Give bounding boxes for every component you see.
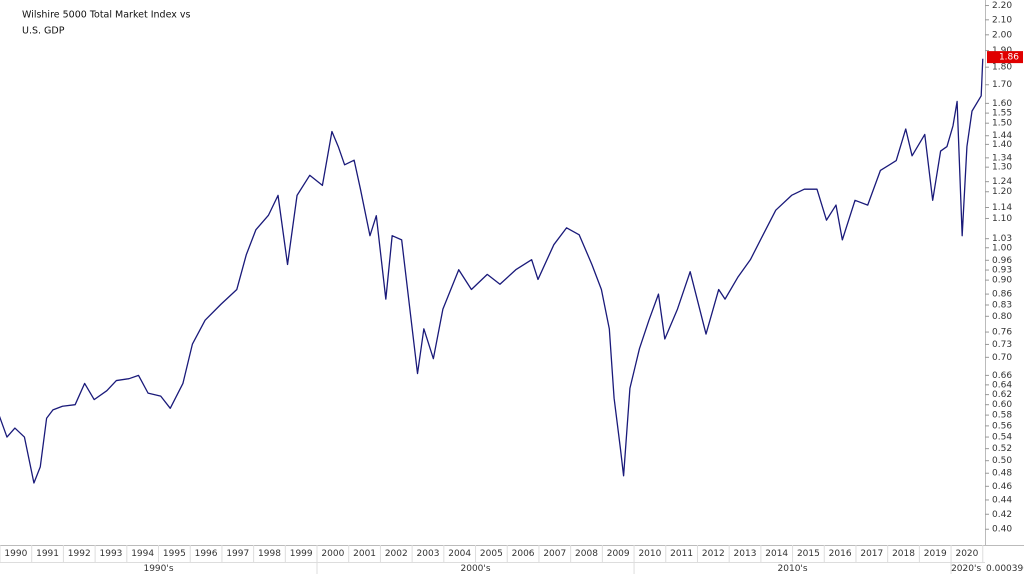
y-tick-label: 1.24: [992, 177, 1012, 187]
y-axis: 2.20 2.10 2.00 1.90 1.80 1.70 1.601.551.50 1.44…: [985, 1, 1024, 574]
y-tick-label: 1.34: [992, 153, 1012, 163]
y-tick-label: 2.20: [992, 1, 1012, 11]
chart-title: Wilshire 5000 Total Market Index vs: [22, 10, 191, 21]
decade-label: 1990's: [143, 564, 173, 574]
y-tick-label: 1.90: [992, 46, 1012, 56]
series-line: [0, 58, 984, 484]
x-tick-label: 1997: [226, 549, 249, 559]
y-tick-label: 0.66: [992, 371, 1012, 381]
y-tick-label: 2.10: [992, 15, 1012, 25]
x-tick-label: 2003: [417, 549, 440, 559]
y-tick-label: 1.30: [992, 163, 1012, 173]
x-tick-label: 1992: [68, 549, 91, 559]
x-tick-label: 2017: [860, 549, 883, 559]
y-tick-label: 0.44: [992, 495, 1012, 505]
y-tick-label: 0.62: [992, 390, 1012, 400]
y-tick-label: 0.48: [992, 469, 1012, 479]
y-tick-label: 0.40: [992, 525, 1012, 535]
plot-area: [0, 58, 984, 484]
y-tick-label: 1.40: [992, 140, 1012, 150]
decade-label: 2000's: [461, 564, 491, 574]
y-tick-label: 1.50: [992, 119, 1012, 129]
x-tick-label: 2007: [543, 549, 566, 559]
x-tick-label: 2000: [321, 549, 344, 559]
x-tick-label: 1991: [36, 549, 59, 559]
y-tick-label: 1.80: [992, 63, 1012, 73]
y-tick-label: 0.52: [992, 444, 1012, 454]
x-tick-label: 2013: [734, 549, 757, 559]
y-tick-label: 0.80: [992, 312, 1012, 322]
x-tick-label: 2001: [353, 549, 376, 559]
y-tick-label: 0.46: [992, 482, 1012, 492]
x-tick-label: 1998: [258, 549, 281, 559]
y-tick-label: 0.58: [992, 411, 1012, 421]
x-tick-label: 2014: [765, 549, 788, 559]
y-tick-label: 1.10: [992, 214, 1012, 224]
y-tick-label: 0.70: [992, 353, 1012, 363]
x-tick-label: 2005: [480, 549, 503, 559]
x-tick-label: 2006: [512, 549, 535, 559]
y-tick-label: 1.44: [992, 131, 1012, 141]
x-tick-label: 1993: [100, 549, 123, 559]
x-tick-label: 1995: [163, 549, 186, 559]
y-tick-label: 0.96: [992, 256, 1012, 266]
x-axis: 1990 1991 1992 1993 1994 1995 1996 1997 1998 1999…: [0, 545, 984, 574]
y-tick-label: 0.76: [992, 328, 1012, 338]
y-tick-label: 1.55: [992, 109, 1012, 119]
y-tick-label: 0.50: [992, 456, 1012, 466]
y-tick-label: 0.60: [992, 400, 1012, 410]
x-tick-label: 2015: [797, 549, 820, 559]
decade-label: 2020's: [951, 564, 981, 574]
decade-label: 2010's: [778, 564, 808, 574]
x-tick-label: 1996: [195, 549, 218, 559]
y-tick-label: 0.90: [992, 276, 1012, 286]
y-tick-label: 0.64: [992, 380, 1012, 390]
chart-title: U.S. GDP: [22, 26, 65, 37]
x-tick-label: 2016: [829, 549, 852, 559]
y-tick-label: 2.00: [992, 30, 1012, 40]
y-tick-label: 1.00: [992, 243, 1012, 253]
x-tick-label: 2004: [448, 549, 471, 559]
y-tick-label: 0.83: [992, 300, 1012, 310]
y-tick-label: 0.86: [992, 290, 1012, 300]
x-tick-label: 2019: [924, 549, 947, 559]
x-tick-label: 2012: [702, 549, 725, 559]
y-tick-label: 0.93: [992, 266, 1012, 276]
x-tick-label: 1999: [290, 549, 313, 559]
corner-label: 0.0003966: [986, 564, 1024, 574]
y-tick-label: 0.42: [992, 510, 1012, 520]
x-tick-label: 2010: [638, 549, 661, 559]
x-tick-label: 2018: [892, 549, 915, 559]
x-tick-label: 2011: [670, 549, 693, 559]
y-tick-label: 1.03: [992, 234, 1012, 244]
y-tick-label: 0.54: [992, 433, 1012, 443]
x-tick-label: 2020: [955, 549, 978, 559]
y-tick-label: 0.56: [992, 421, 1012, 431]
x-tick-label: 2009: [607, 549, 630, 559]
y-tick-label: 0.73: [992, 340, 1012, 350]
y-tick-label: 1.60: [992, 99, 1012, 109]
last-value-box: [987, 51, 1023, 64]
x-tick-label: 2008: [575, 549, 598, 559]
y-tick-label: 1.20: [992, 187, 1012, 197]
last-value-label: 1.86: [999, 53, 1019, 63]
x-tick-label: 1994: [131, 549, 154, 559]
x-tick-label: 1990: [4, 549, 27, 559]
x-tick-label: 2002: [385, 549, 408, 559]
y-tick-label: 1.70: [992, 80, 1012, 90]
y-tick-label: 1.14: [992, 203, 1012, 213]
